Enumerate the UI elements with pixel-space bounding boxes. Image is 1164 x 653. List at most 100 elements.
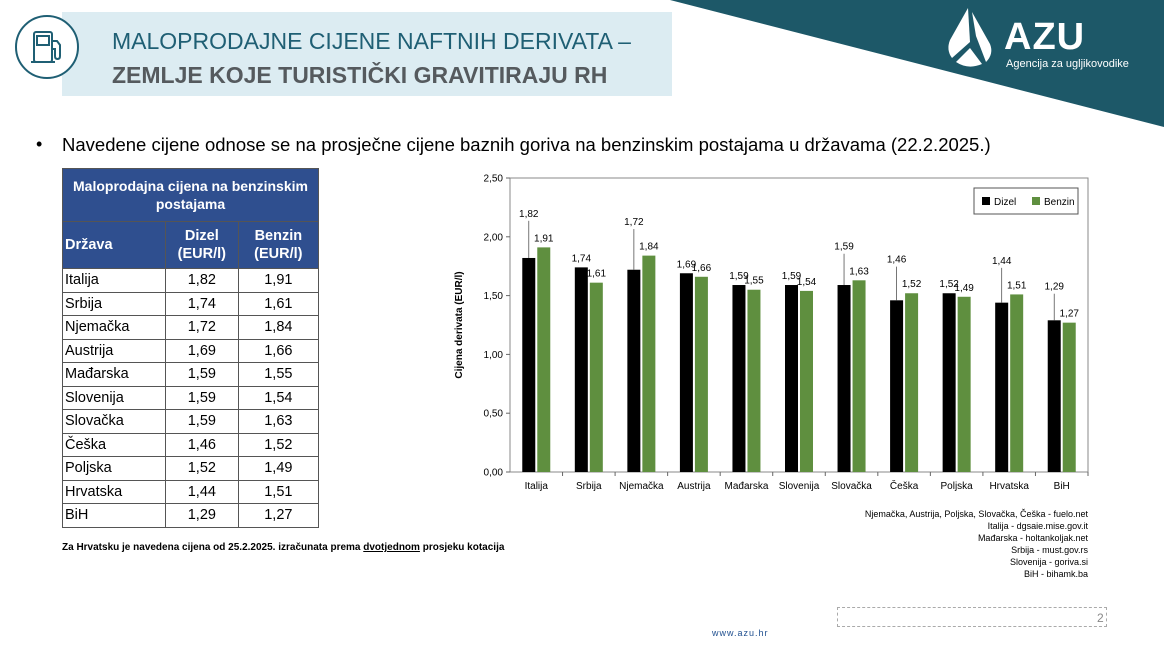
cell-diesel: 1,59 [165,385,239,410]
cell-petrol: 1,63 [237,409,320,434]
bar-petrol [800,290,813,472]
bar-diesel [785,285,798,472]
cell-petrol: 1,49 [237,456,320,481]
cell-country: Srbija [62,291,166,316]
legend-swatch-diesel [982,197,990,205]
azu-logo: AZU Agencija za ugljikovodike [940,6,1160,78]
x-tick-label: Srbija [576,481,602,492]
bar-petrol [957,296,971,472]
bar-diesel [942,293,956,472]
cell-country: Poljska [62,456,166,481]
x-tick-label: Poljska [941,481,974,492]
table-row: Slovenija 1,59 1,54 [62,385,320,410]
cell-diesel: 1,72 [165,315,239,340]
cell-diesel: 1,82 [165,268,239,293]
bar-petrol [589,282,603,472]
cell-country: Italija [62,268,166,293]
cell-diesel: 1,44 [165,479,239,504]
table-row: Mađarska 1,59 1,55 [62,362,320,387]
source-line: Mađarska - holtankoljak.net [977,533,1088,543]
footer-url[interactable]: www.azu.hr [712,628,769,638]
data-label-petrol: 1,27 [1059,309,1079,320]
legend-label-diesel: Dizel [994,197,1016,208]
x-tick-label: Hrvatska [989,481,1029,492]
cell-petrol: 1,27 [237,503,320,528]
cell-diesel: 1,52 [165,456,239,481]
table-row: Austrija 1,69 1,66 [62,338,320,363]
page-number: 2 [1097,611,1104,625]
cell-petrol: 1,54 [237,385,320,410]
y-tick-label: 0,50 [484,409,504,420]
cell-country: Slovenija [62,385,166,410]
logo-subtitle: Agencija za ugljikovodike [1006,58,1129,70]
source-line: Slovenija - goriva.si [1009,557,1088,567]
drop-mark-icon [948,8,992,67]
bar-diesel [837,285,851,472]
data-label-diesel: 1,82 [519,209,539,220]
bar-petrol [642,255,656,472]
footnote-part-a: Za Hrvatsku je navedena cijena od 25.2.2… [62,542,364,553]
source-line: Njemačka, Austrija, Poljska, Slovačka, Č… [864,509,1088,519]
source-line: Srbija - must.gov.rs [1011,545,1088,555]
legend [973,187,1079,215]
data-label-petrol: 1,54 [797,277,817,288]
x-tick-label: Njemačka [619,481,664,492]
legend-swatch-petrol [1032,197,1040,205]
data-label-diesel: 1,59 [729,271,749,282]
cell-diesel: 1,59 [165,362,239,387]
y-tick-label: 2,00 [484,232,504,243]
data-label-petrol: 1,66 [692,263,712,274]
table-row: Hrvatska 1,44 1,51 [62,479,320,504]
table-row: Njemačka 1,72 1,84 [62,315,320,340]
cell-country: BiH [62,503,166,528]
bar-diesel [522,257,536,472]
data-label-diesel: 1,69 [677,259,697,270]
data-label-petrol: 1,91 [534,233,554,244]
cell-diesel: 1,46 [165,432,239,457]
table-row: Srbija 1,74 1,61 [62,291,320,316]
data-label-diesel: 1,74 [572,253,592,264]
title-line-2: ZEMLJE KOJE TURISTIČKI GRAVITIRAJU RH [112,62,608,88]
bar-diesel [732,285,746,472]
col-header-diesel: Dizel (EUR/l) [165,221,239,269]
data-label-petrol: 1,55 [744,276,764,287]
table-main-header: Maloprodajna cijena na benzinskim postaj… [62,168,319,222]
footnote-underlined: dvotjednom [363,542,420,553]
cell-country: Mađarska [62,362,166,387]
source-line: BiH - bihamk.ba [1023,569,1088,579]
cell-petrol: 1,91 [237,268,320,293]
cell-petrol: 1,66 [237,338,320,363]
price-bar-chart: 0,00 0,50 1,00 1,50 2,00 2,50 Cijena derivata … [454,174,1089,492]
cell-petrol: 1,52 [237,432,320,457]
x-tick-label: Mađarska [725,481,769,492]
x-tick-label: BiH [1054,481,1070,492]
cell-petrol: 1,51 [237,479,320,504]
data-label-petrol: 1,49 [954,283,974,294]
cell-diesel: 1,59 [165,409,239,434]
y-axis-label: Cijena derivata (EUR/l) [454,271,465,378]
table-row: BiH 1,29 1,27 [62,503,320,528]
y-tick-label: 1,00 [484,350,504,361]
fuel-pump-icon [15,15,79,79]
cell-petrol: 1,55 [237,362,320,387]
data-label-diesel: 1,59 [834,242,854,253]
x-tick-label: Italija [525,481,549,492]
footnote-part-b: prosjeku kotacija [419,542,505,553]
y-tick-label: 1,50 [484,291,504,302]
x-tick-label: Češka [890,479,919,492]
cell-country: Hrvatska [62,479,166,504]
data-label-diesel: 1,52 [939,279,959,290]
bar-diesel [1047,320,1061,472]
y-tick-label: 0,00 [484,468,504,479]
table-row: Slovačka 1,59 1,63 [62,409,320,434]
col-header-country: Država [62,221,166,269]
bullet-text: Navedene cijene odnose se na prosječne c… [62,134,991,155]
plot-area [509,177,1089,473]
data-label-petrol: 1,51 [1007,280,1027,291]
table-row: Italija 1,82 1,91 [62,268,320,293]
data-label-diesel: 1,44 [992,256,1012,267]
x-tick-label: Austrija [677,481,711,492]
y-tick-label: 2,50 [484,174,504,185]
data-sources: Njemačka, Austrija, Poljska, Slovačka, Č… [800,508,1088,580]
bar-diesel [679,273,693,472]
